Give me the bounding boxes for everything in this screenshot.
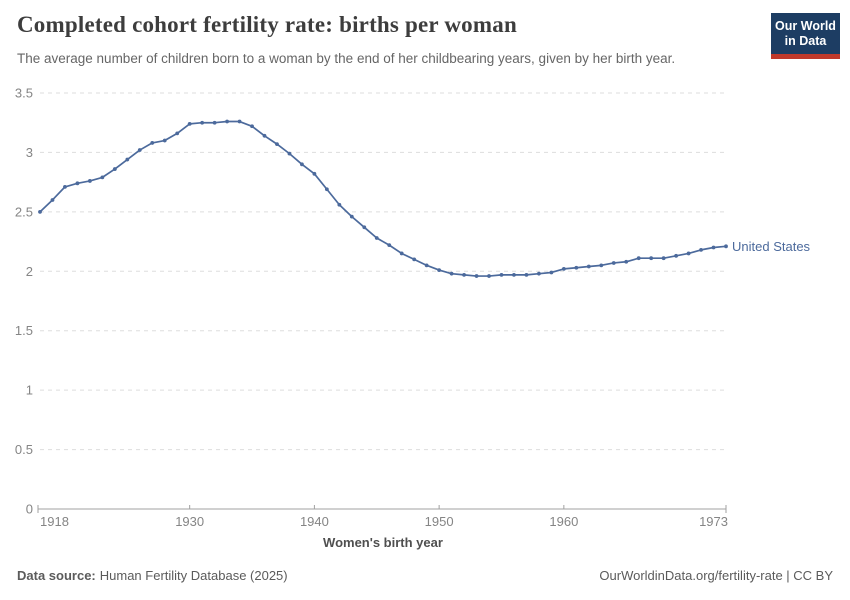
data-source-label: Data source: [17,568,96,583]
y-tick-label: 2.5 [15,204,33,219]
x-tick-label: 1940 [300,514,329,529]
data-point[interactable] [362,225,367,230]
data-point[interactable] [487,274,491,278]
data-point[interactable] [636,256,641,261]
data-point[interactable] [624,259,629,264]
line-chart-svg[interactable]: 0 0.5 1 1.5 2 2.5 3 3.5 1918 1930 1940 1950 1960 1973… [0,78,850,556]
data-point[interactable] [87,179,92,183]
x-tick-label: 1973 [699,514,728,529]
data-point[interactable] [412,257,417,262]
data-point[interactable] [399,251,404,256]
data-point[interactable] [125,157,130,162]
data-point[interactable] [250,124,254,129]
attribution-license: OurWorldinData.org/fertility-rate | CC B… [599,568,833,583]
data-point[interactable] [200,120,205,125]
data-point[interactable] [150,141,155,145]
y-tick-label: 1.5 [15,323,33,338]
series-end-label[interactable]: United States [732,239,811,254]
data-point[interactable] [561,267,566,271]
data-point[interactable] [424,263,429,268]
data-point[interactable] [300,162,304,167]
data-point[interactable] [112,167,117,171]
data-point[interactable] [50,198,55,202]
data-point[interactable] [586,264,591,269]
x-axis-title: Women's birth year [323,535,443,550]
x-tick-label: 1918 [40,514,69,529]
y-tick-label: 0.5 [15,442,33,457]
y-tick-label: 3 [26,145,33,160]
data-point[interactable] [225,119,229,124]
y-tick-label: 0 [26,502,33,517]
chart-subtitle: The average number of children born to a… [17,51,676,66]
x-tick-label: 1950 [425,514,454,529]
y-tick-label: 2 [26,264,33,279]
data-point[interactable] [275,142,279,147]
logo-line-2: in Data [784,34,827,48]
data-point[interactable] [187,122,192,126]
data-point[interactable] [537,271,541,276]
data-point[interactable] [661,256,666,261]
data-point[interactable] [549,270,554,275]
data-point[interactable] [38,209,42,214]
data-point[interactable] [262,133,267,138]
data-point[interactable] [137,148,142,152]
data-point[interactable] [674,253,679,258]
data-point[interactable] [100,175,105,180]
data-point[interactable] [437,268,442,272]
data-point[interactable] [686,251,691,256]
data-point[interactable] [649,256,654,261]
data-point[interactable] [324,187,329,192]
data-point[interactable] [212,120,217,125]
data-point[interactable] [287,151,292,156]
data-point[interactable] [512,272,516,277]
chart-footer: Data source: Human Fertility Database (20… [17,568,833,583]
data-point[interactable] [711,245,716,250]
y-tick-label: 1 [26,383,33,398]
data-point[interactable] [349,214,354,219]
data-source: Data source: Human Fertility Database (20… [17,568,288,583]
data-point[interactable] [699,247,703,252]
data-point[interactable] [724,244,728,249]
series-line [39,120,727,277]
data-point[interactable] [175,131,180,136]
data-point[interactable] [237,119,242,124]
data-point[interactable] [574,265,579,270]
page-title: Completed cohort fertility rate: births … [17,12,517,37]
data-source-value: Human Fertility Database (2025) [99,568,288,583]
owid-logo[interactable]: Our World in Data [771,13,840,59]
data-point[interactable] [63,184,67,189]
data-point[interactable] [449,271,454,276]
y-tick-label: 3.5 [15,86,33,101]
data-point[interactable] [474,274,479,278]
data-point[interactable] [462,272,466,277]
data-point[interactable] [312,171,317,176]
data-point[interactable] [599,263,604,268]
data-point[interactable] [611,261,616,265]
line-chart-area[interactable]: 0 0.5 1 1.5 2 2.5 3 3.5 1918 1930 1940 1950 1960 1973… [0,78,850,556]
data-point[interactable] [499,272,504,277]
data-point[interactable] [387,243,392,248]
data-point[interactable] [524,272,529,277]
data-point[interactable] [374,236,379,240]
data-point[interactable] [162,138,167,143]
data-point[interactable] [75,181,80,186]
logo-line-1: Our World [775,19,836,33]
data-point[interactable] [337,202,342,207]
x-tick-label: 1960 [549,514,578,529]
x-tick-label: 1930 [175,514,204,529]
